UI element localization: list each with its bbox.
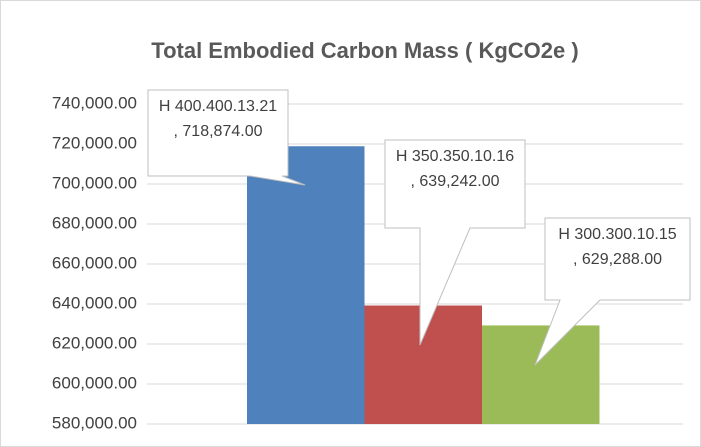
y-tick-label: 700,000.00 (52, 173, 137, 192)
y-tick-label: 680,000.00 (52, 213, 137, 232)
data-label-series: H 300.300.10.15 (558, 226, 677, 243)
y-tick-label: 620,000.00 (52, 333, 137, 352)
y-tick-label: 640,000.00 (52, 293, 137, 312)
data-label: H 400.400.13.21 , 718,874.00 (148, 94, 288, 144)
data-label: H 350.350.10.16 , 639,242.00 (385, 144, 525, 194)
bar (482, 325, 600, 424)
data-label-value: , 639,242.00 (410, 173, 500, 190)
y-tick-label: 740,000.00 (52, 93, 137, 112)
data-label-value: , 629,288.00 (573, 251, 662, 268)
y-tick-label: 720,000.00 (52, 133, 137, 152)
bar (247, 146, 365, 424)
data-label-series: H 400.400.13.21 (158, 98, 278, 115)
callout-box (384, 139, 526, 346)
y-tick-label: 600,000.00 (52, 373, 137, 392)
callout-box (534, 217, 691, 366)
callout-box (147, 89, 306, 186)
chart-title: Total Embodied Carbon Mass ( KgCO2e ) (151, 38, 578, 63)
data-label-series: H 350.350.10.16 (395, 148, 515, 165)
y-tick-label: 660,000.00 (52, 253, 137, 272)
data-label-value: , 718,874.00 (173, 123, 263, 140)
data-label: H 300.300.10.15 , 629,288.00 (545, 222, 690, 272)
y-tick-label: 580,000.00 (52, 413, 137, 432)
